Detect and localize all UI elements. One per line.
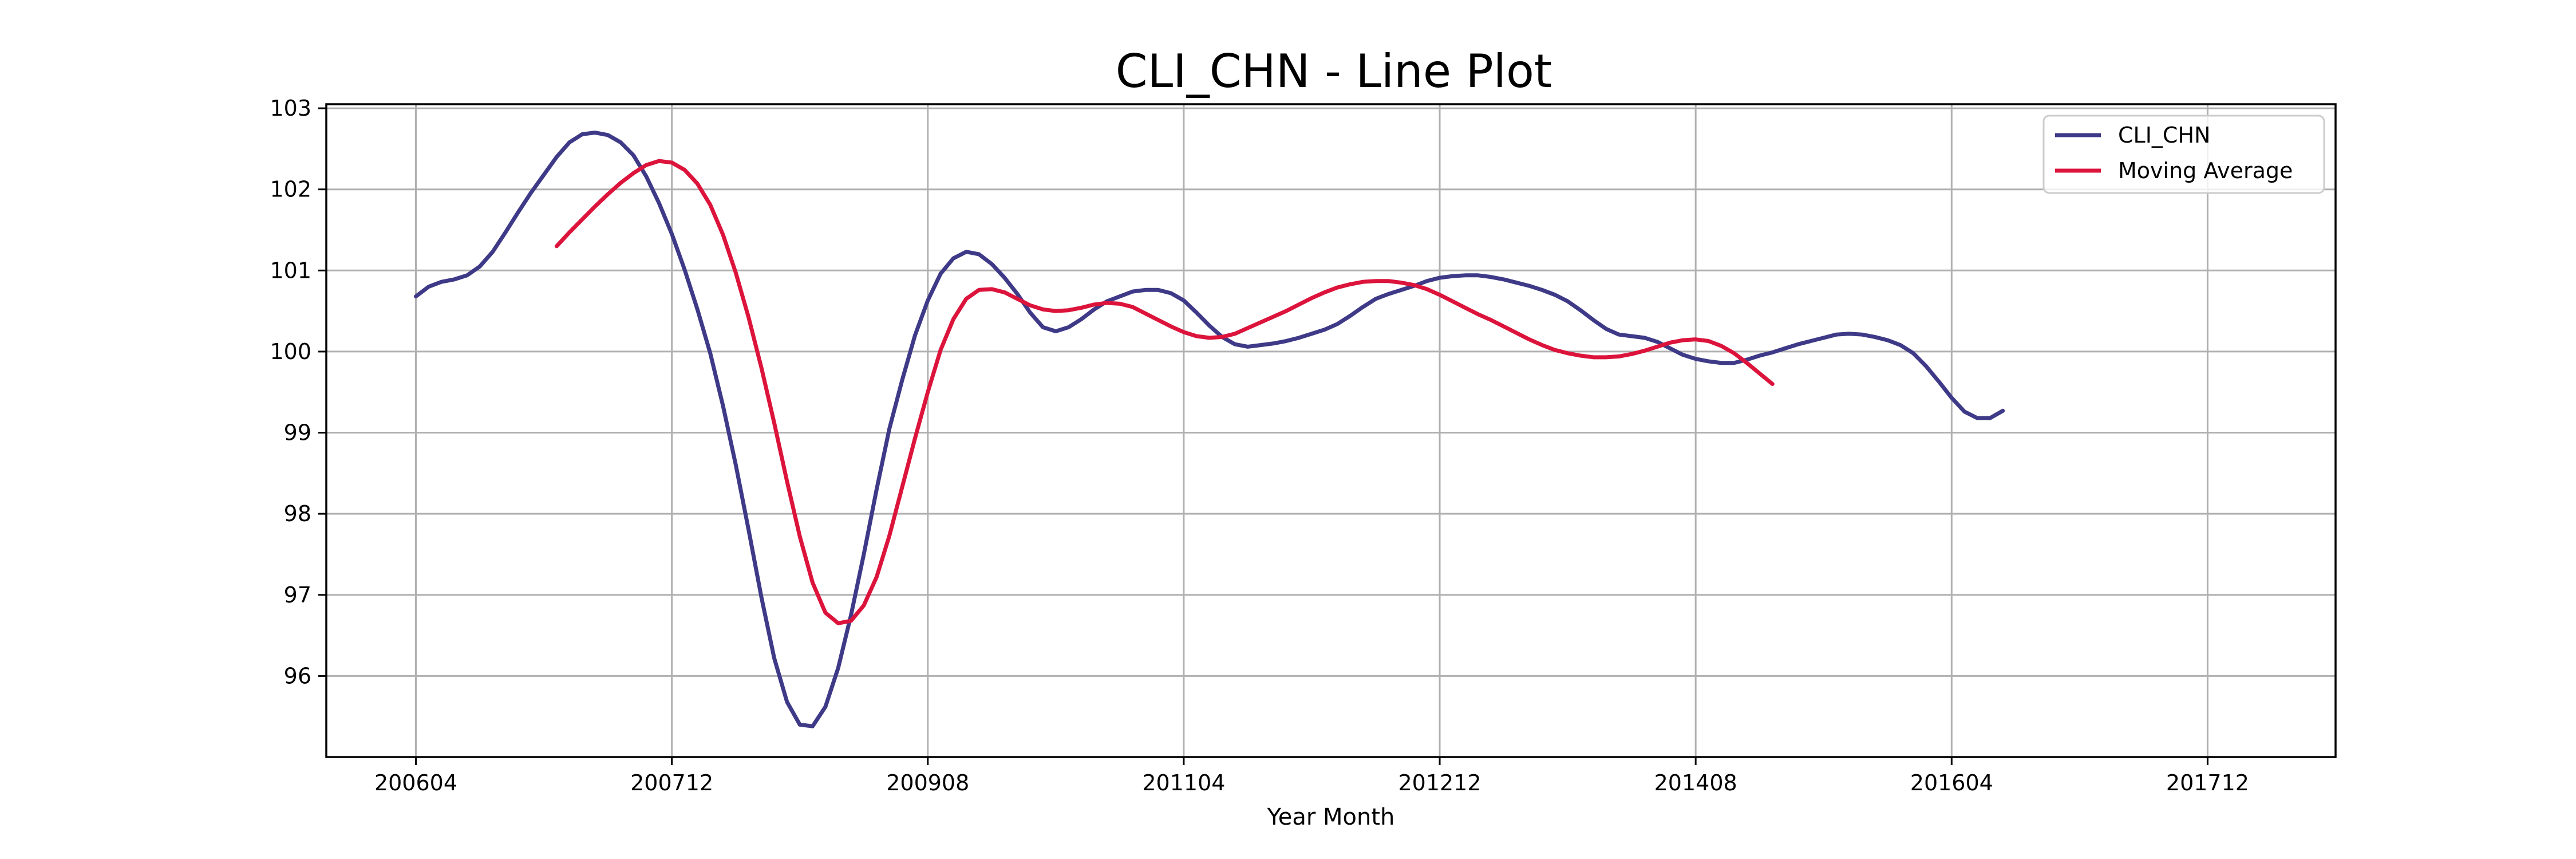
x-tick-label: 200712 <box>630 770 713 795</box>
legend-box <box>2042 115 2325 194</box>
x-tick-label: 201212 <box>1398 770 1481 795</box>
series-line-cli-chn <box>414 131 2005 728</box>
x-tick-label: 200604 <box>374 770 457 795</box>
x-tick-label: 201712 <box>2166 770 2249 795</box>
x-tick-label: 201408 <box>1654 770 1737 795</box>
chart-title: CLI_CHN - Line Plot <box>1116 45 1552 98</box>
y-tick-label: 101 <box>270 258 311 283</box>
y-tick-label: 96 <box>284 663 311 688</box>
x-tick-label: 201604 <box>1910 770 1993 795</box>
legend-label-moving-average: Moving Average <box>2118 158 2293 183</box>
x-axis-label: Year Month <box>1267 804 1395 830</box>
x-tick-label: 200908 <box>886 770 969 795</box>
y-tick-label: 103 <box>270 96 311 121</box>
series-layer <box>414 131 2005 728</box>
y-tick-label: 100 <box>270 339 311 364</box>
y-tick-label: 97 <box>284 582 311 608</box>
grid <box>326 104 2336 757</box>
y-tick-label: 98 <box>284 501 311 526</box>
y-tick-label: 102 <box>270 177 311 202</box>
legend-label-cli-chn: CLI_CHN <box>2118 123 2210 148</box>
x-tick-label: 201104 <box>1142 770 1225 795</box>
y-axis: 96 97 98 99 100 101 102 103 <box>270 96 326 688</box>
series-line-moving-average <box>554 159 1775 625</box>
plot-frame <box>325 103 2337 758</box>
legend: CLI_CHN Moving Average <box>2042 115 2325 194</box>
y-tick-label: 99 <box>284 420 311 446</box>
x-axis: 200604 200712 200908 201104 201212 201408 2016… <box>374 757 2249 795</box>
